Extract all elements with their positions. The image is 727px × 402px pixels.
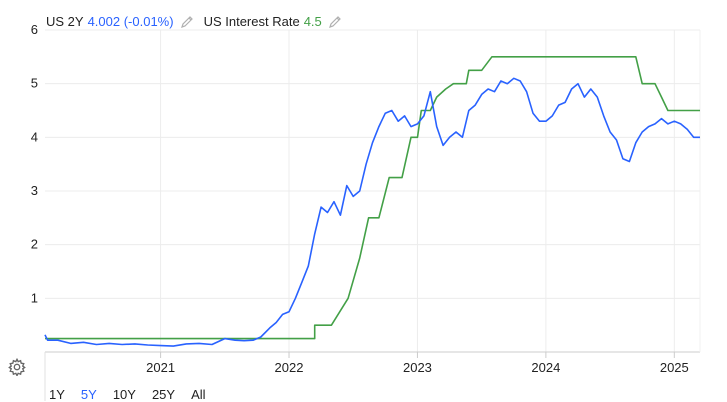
legend-item-us-interest-rate[interactable]: US Interest Rate 4.5 [204,14,342,29]
chart-axes [44,30,701,401]
x-tick-label: 2024 [531,360,560,375]
legend-series-name: US Interest Rate [203,14,300,29]
range-button-1y[interactable]: 1Y [49,387,65,402]
range-button-5y[interactable]: 5Y [80,387,97,402]
legend-series-name: US 2Y [46,14,84,29]
legend-series-value: 4.002 (-0.01%) [87,14,174,29]
range-selector: 1Y 5Y 10Y 25Y All [49,387,222,402]
x-tick-label: 2025 [660,360,689,375]
y-tick-label: 2 [31,237,38,252]
x-tick-label: 2023 [403,360,432,375]
y-tick-label: 5 [31,76,38,91]
chart-grid [45,29,700,352]
series-line-us-2y[interactable] [44,77,700,347]
x-axis-labels: 2021 2022 2023 2024 2025 [146,360,689,375]
legend-item-us-2y[interactable]: US 2Y 4.002 (-0.01%) [46,14,194,29]
legend-series-value: 4.5 [303,14,322,29]
y-tick-label: 4 [31,129,38,144]
y-tick-label: 3 [31,183,38,198]
chart-series [44,56,700,347]
pencil-icon[interactable] [328,15,342,29]
x-tick-label: 2022 [275,360,304,375]
pencil-icon[interactable] [180,15,194,29]
y-tick-label: 1 [31,290,38,305]
y-tick-label: 6 [31,22,38,37]
series-line-us-interest-rate[interactable] [45,56,700,340]
range-button-all[interactable]: All [191,387,206,402]
range-button-10y[interactable]: 10Y [112,387,136,402]
y-axis-labels: 1 2 3 4 5 6 [31,22,38,305]
range-button-25y[interactable]: 25Y [151,387,176,402]
chart-legend: US 2Y 4.002 (-0.01%) US Interest Rate 4.… [46,14,352,29]
x-tick-label: 2021 [146,360,175,375]
gear-icon[interactable] [8,358,26,376]
